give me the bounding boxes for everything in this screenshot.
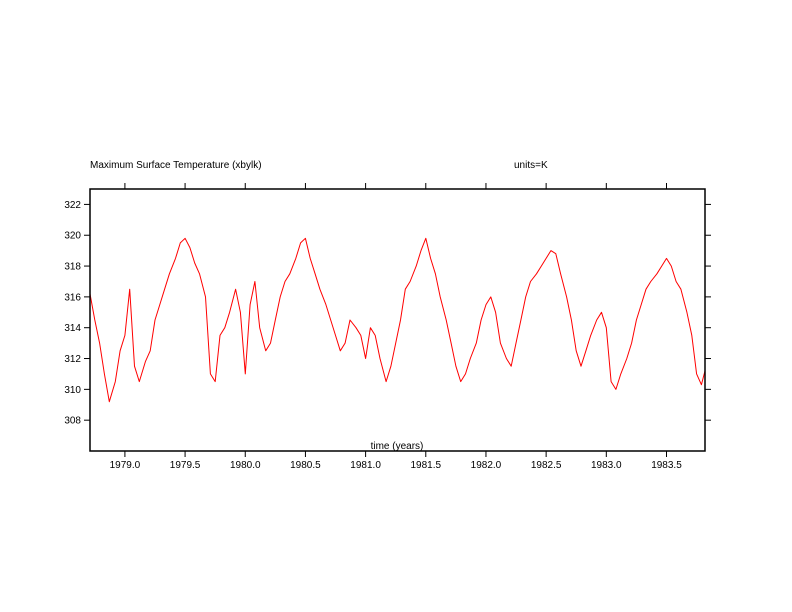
x-tick-label: 1982.0: [471, 460, 502, 471]
y-tick-label: 322: [64, 200, 81, 211]
y-tick-label: 316: [64, 292, 81, 303]
x-tick-label: 1981.0: [350, 460, 381, 471]
x-tick-label: 1981.5: [410, 460, 441, 471]
x-tick-label: 1980.0: [230, 460, 261, 471]
x-tick-label: 1983.5: [651, 460, 682, 471]
x-tick-label: 1979.0: [110, 460, 141, 471]
y-tick-label: 310: [64, 385, 81, 396]
y-tick-label: 312: [64, 354, 81, 365]
units-label: units=K: [514, 160, 548, 171]
axis-tick-labels: 1979.0 1979.5 1980.0 1980.5 1981.0 1981.5 1982…: [64, 200, 682, 471]
axis-ticks: [84, 183, 711, 457]
series-line: [89, 237, 706, 403]
y-tick-label: 314: [64, 323, 81, 334]
chart-title: Maximum Surface Temperature (xbylk): [90, 160, 262, 171]
x-tick-label: 1979.5: [170, 460, 201, 471]
y-tick-label: 318: [64, 262, 81, 273]
y-tick-label: 320: [64, 231, 81, 242]
x-tick-label: 1983.0: [591, 460, 622, 471]
series-layer: [89, 237, 706, 403]
y-tick-label: 308: [64, 416, 81, 427]
x-tick-label: 1982.5: [531, 460, 562, 471]
x-tick-label: 1980.5: [290, 460, 321, 471]
plot-frame: [89, 188, 706, 452]
x-axis-label: time (years): [371, 441, 424, 452]
